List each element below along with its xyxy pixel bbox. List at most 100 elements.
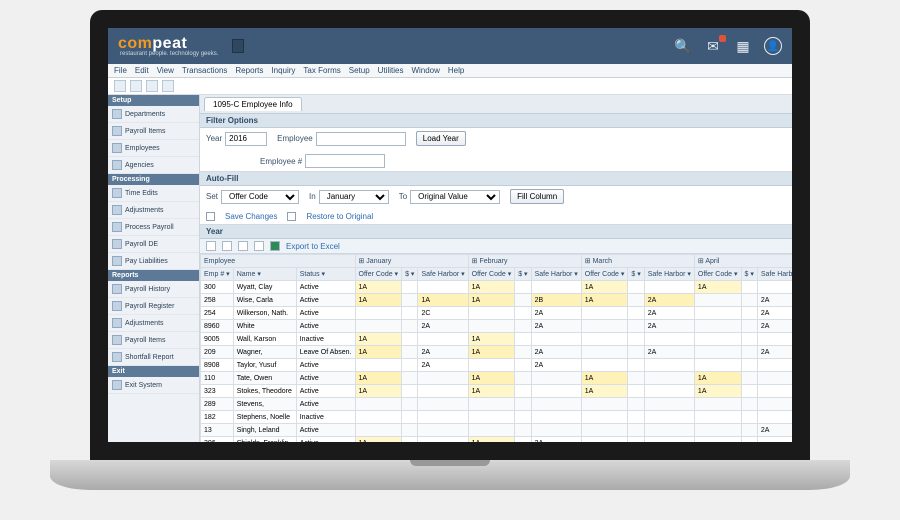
cell-value[interactable]: 2A (531, 320, 581, 333)
cell-value[interactable] (468, 411, 515, 424)
restore-link[interactable]: Restore to Original (306, 212, 373, 221)
cell-value[interactable] (628, 294, 644, 307)
cell-value[interactable] (355, 398, 402, 411)
cell-value[interactable] (531, 385, 581, 398)
cell-value[interactable] (468, 398, 515, 411)
cell-value[interactable] (531, 398, 581, 411)
sidebar-item-agencies[interactable]: Agencies (108, 157, 199, 174)
cell-value[interactable]: 1A (355, 346, 402, 359)
menu-help[interactable]: Help (448, 66, 464, 75)
toolbar-refresh-icon[interactable] (162, 80, 174, 92)
cell-value[interactable] (581, 307, 628, 320)
cell-value[interactable] (628, 307, 644, 320)
menu-inquiry[interactable]: Inquiry (271, 66, 295, 75)
cell-value[interactable] (741, 437, 757, 443)
cell-value[interactable] (581, 424, 628, 437)
cell-value[interactable]: 1A (355, 372, 402, 385)
cell-value[interactable] (355, 411, 402, 424)
grid-last-icon[interactable] (254, 241, 264, 251)
table-row[interactable]: 110Tate, OwenActive1A1A1A1A1A (201, 372, 793, 385)
cell-value[interactable]: 1A (355, 333, 402, 346)
cell-value[interactable] (757, 411, 792, 424)
cell-value[interactable] (741, 385, 757, 398)
cell-value[interactable] (644, 424, 694, 437)
cell-value[interactable] (515, 346, 531, 359)
cell-value[interactable] (581, 333, 628, 346)
cell-value[interactable]: 1A (468, 294, 515, 307)
grid-next-icon[interactable] (238, 241, 248, 251)
cell-value[interactable] (757, 385, 792, 398)
cell-value[interactable] (402, 359, 418, 372)
cell-value[interactable] (741, 424, 757, 437)
cell-value[interactable]: 1A (694, 385, 741, 398)
cell-value[interactable] (402, 281, 418, 294)
cell-value[interactable] (402, 294, 418, 307)
cell-value[interactable] (628, 437, 644, 443)
cell-value[interactable]: 1A (355, 385, 402, 398)
cell-value[interactable] (402, 437, 418, 443)
cell-value[interactable]: 1A (694, 372, 741, 385)
cell-value[interactable]: 1A (581, 294, 628, 307)
col-header[interactable]: Offer Code ▾ (694, 268, 741, 281)
cell-value[interactable] (418, 281, 468, 294)
col-header[interactable]: Name ▾ (233, 268, 296, 281)
cell-value[interactable] (581, 411, 628, 424)
fill-column-button[interactable]: Fill Column (510, 189, 564, 204)
to-select[interactable]: Original Value (410, 190, 500, 204)
cell-value[interactable] (644, 437, 694, 443)
cell-value[interactable]: 1A (355, 437, 402, 443)
col-header[interactable]: Safe Harbor ▾ (757, 268, 792, 281)
employee-input[interactable] (316, 132, 406, 146)
cell-value[interactable] (694, 294, 741, 307)
table-row[interactable]: 8960WhiteActive2A2A2A2A2A (201, 320, 793, 333)
cell-value[interactable] (694, 333, 741, 346)
cell-value[interactable] (418, 398, 468, 411)
cell-value[interactable] (644, 398, 694, 411)
menu-setup[interactable]: Setup (349, 66, 370, 75)
table-row[interactable]: 300Wyatt, ClayActive1A1A1A1A1A (201, 281, 793, 294)
cell-value[interactable] (628, 346, 644, 359)
cell-value[interactable]: 1A (355, 281, 402, 294)
cell-value[interactable] (644, 333, 694, 346)
cell-value[interactable] (402, 385, 418, 398)
sidebar-item-adjustments[interactable]: Adjustments (108, 315, 199, 332)
cell-value[interactable] (628, 359, 644, 372)
cell-value[interactable]: 2A (644, 294, 694, 307)
cell-value[interactable] (418, 424, 468, 437)
cell-value[interactable] (628, 333, 644, 346)
cell-value[interactable] (402, 346, 418, 359)
cell-value[interactable] (515, 424, 531, 437)
cell-value[interactable]: 1A (694, 281, 741, 294)
grid-first-icon[interactable] (206, 241, 216, 251)
menu-edit[interactable]: Edit (135, 66, 149, 75)
cell-value[interactable] (468, 307, 515, 320)
cell-value[interactable]: 1A (355, 294, 402, 307)
cell-value[interactable] (694, 320, 741, 333)
cell-value[interactable] (355, 307, 402, 320)
col-header[interactable]: Emp # ▾ (201, 268, 234, 281)
export-excel-link[interactable]: Export to Excel (286, 242, 340, 251)
sidebar-item-process-payroll[interactable]: Process Payroll (108, 219, 199, 236)
cell-value[interactable] (531, 281, 581, 294)
save-changes-link[interactable]: Save Changes (225, 212, 277, 221)
tab-1095c[interactable]: 1095-C Employee Info (204, 97, 302, 111)
table-row[interactable]: 258Wise, CarlaActive1A1A1A2B1A2A2A2A (201, 294, 793, 307)
cell-value[interactable] (515, 281, 531, 294)
cell-value[interactable] (531, 424, 581, 437)
cell-value[interactable] (628, 411, 644, 424)
grid-prev-icon[interactable] (222, 241, 232, 251)
year-input[interactable] (225, 132, 267, 146)
table-row[interactable]: 209Wagner,Leave Of Absen.1A2A1A2A2A2A2A (201, 346, 793, 359)
cell-value[interactable] (515, 359, 531, 372)
cell-value[interactable]: 1A (468, 372, 515, 385)
col-header[interactable]: $ ▾ (741, 268, 757, 281)
cell-value[interactable] (694, 424, 741, 437)
cell-value[interactable] (402, 307, 418, 320)
cell-value[interactable] (644, 372, 694, 385)
cell-value[interactable]: 2A (418, 359, 468, 372)
col-header[interactable]: Safe Harbor ▾ (418, 268, 468, 281)
cell-value[interactable] (515, 437, 531, 443)
in-select[interactable]: January (319, 190, 389, 204)
cell-value[interactable] (581, 359, 628, 372)
cell-value[interactable] (757, 333, 792, 346)
